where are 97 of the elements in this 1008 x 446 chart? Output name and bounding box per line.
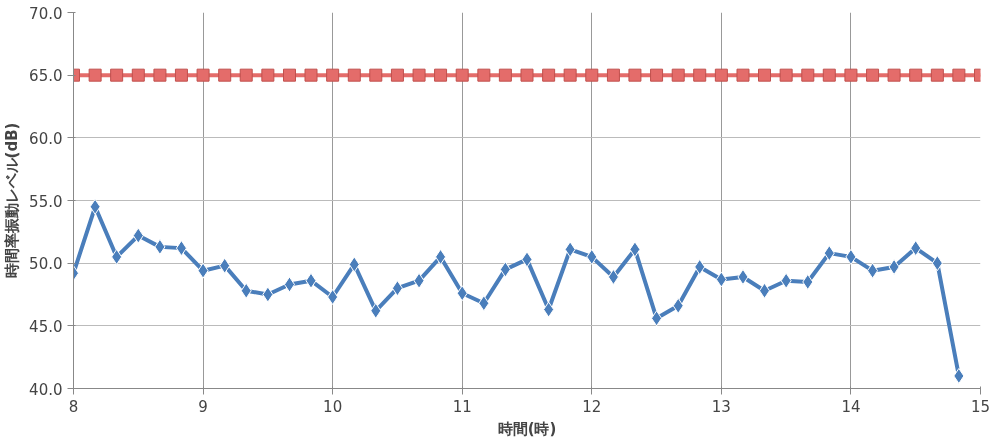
point [499,261,511,278]
point [651,310,663,327]
point [931,255,943,272]
point [498,68,512,82]
point [563,68,577,82]
point [521,251,533,268]
point [802,273,814,290]
point [715,271,727,288]
point [435,248,447,265]
point [543,301,555,318]
point [887,68,901,82]
x-tick-label: 13 [711,397,731,416]
point [456,285,468,302]
point [370,302,382,319]
point [779,68,793,82]
point [629,241,641,258]
point [219,257,231,274]
point [564,241,576,258]
point [952,68,966,82]
point [132,227,144,244]
point [672,297,684,314]
point [628,68,642,82]
point [736,68,750,82]
point [413,272,425,289]
point [88,68,102,82]
point [953,367,965,384]
point [131,68,145,82]
x-tick-label: 15 [970,397,991,416]
point [542,68,556,82]
point [305,272,317,289]
point [867,262,879,279]
point [110,68,124,82]
point [327,289,339,306]
point [283,68,296,82]
point [910,240,922,257]
y-tick-label: 65.0 [29,67,63,86]
point [239,68,253,82]
y-tick-label: 60.0 [29,129,63,148]
point [174,68,188,82]
point [455,68,469,82]
point [714,68,728,82]
point [888,258,900,275]
point [369,68,383,82]
x-tick-label: 9 [198,397,208,416]
point [154,238,166,255]
point [477,68,491,82]
point [348,256,360,273]
point [412,68,426,82]
point [585,68,599,82]
point [153,68,167,82]
point [780,272,792,289]
point [391,280,403,297]
point [586,248,598,265]
x-tick-label: 11 [452,397,472,416]
point [196,68,210,82]
point [89,198,101,215]
point [822,68,836,82]
x-axis-title: 時間(時) [497,419,557,438]
point [218,68,232,82]
point [197,262,209,279]
point [434,68,448,82]
x-tick-label: 8 [68,397,79,416]
point [111,248,123,265]
point [671,68,685,82]
point [844,68,858,82]
point [801,68,815,82]
point [520,68,534,82]
y-tick-label: 50.0 [29,255,63,274]
point [650,68,664,82]
point [845,248,857,265]
y-tick-label: 40.0 [29,380,63,399]
point [261,68,275,82]
y-tick-label: 55.0 [29,192,63,211]
point [909,68,923,82]
y-tick-label: 45.0 [29,317,63,336]
point [240,282,252,299]
point [175,240,187,257]
point [823,245,835,262]
x-tick-label: 14 [841,397,861,416]
point [694,258,706,275]
point [866,68,880,82]
x-tick-label: 12 [582,397,602,416]
point [693,68,707,82]
point [347,68,361,82]
point [390,68,404,82]
point [262,286,274,303]
point [930,68,944,82]
point [478,295,490,312]
point [607,268,619,285]
point [606,68,620,82]
y-axis-title: 時間率振動レベル(dB) [3,122,22,279]
point [304,68,318,82]
point [758,68,771,82]
y-tick-label: 70.0 [29,4,63,23]
point [326,68,340,82]
point [737,268,749,285]
x-tick-label: 10 [323,397,343,416]
